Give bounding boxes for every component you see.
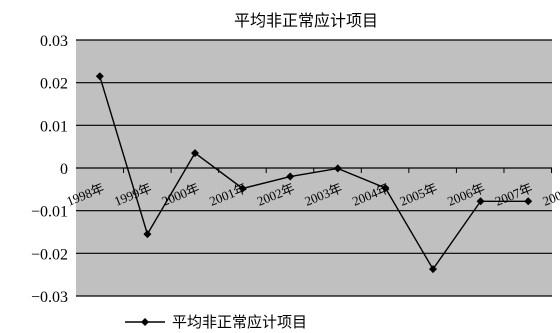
legend: 平均非正常应计项目 [125, 313, 307, 331]
legend-label: 平均非正常应计项目 [172, 313, 307, 331]
y-tick-label: 0.01 [40, 118, 68, 135]
data-point [143, 230, 152, 239]
y-tick-label: −0.01 [31, 204, 68, 221]
y-tick-label: 0.03 [40, 33, 68, 50]
data-point [191, 149, 199, 158]
data-point [524, 197, 533, 206]
series-line [99, 76, 529, 271]
data-point [95, 72, 104, 81]
y-tick-label: 0.02 [40, 76, 68, 93]
data-point [238, 184, 247, 193]
data-point [381, 184, 390, 193]
chart-title: 平均非正常应计项目 [234, 11, 378, 30]
data-point [476, 197, 485, 206]
y-tick-label: 0 [60, 161, 68, 178]
data-series [95, 72, 533, 274]
legend-marker [141, 318, 149, 326]
gridlines [76, 39, 552, 297]
data-point [333, 164, 342, 173]
y-tick-label: −0.02 [31, 246, 68, 263]
y-tick-label: −0.03 [31, 289, 68, 306]
data-point [429, 265, 437, 274]
y-axis-tick-labels: 0.03 0.02 0.01 0 −0.01 −0.02 −0.03 [31, 33, 68, 306]
data-point [286, 172, 295, 181]
